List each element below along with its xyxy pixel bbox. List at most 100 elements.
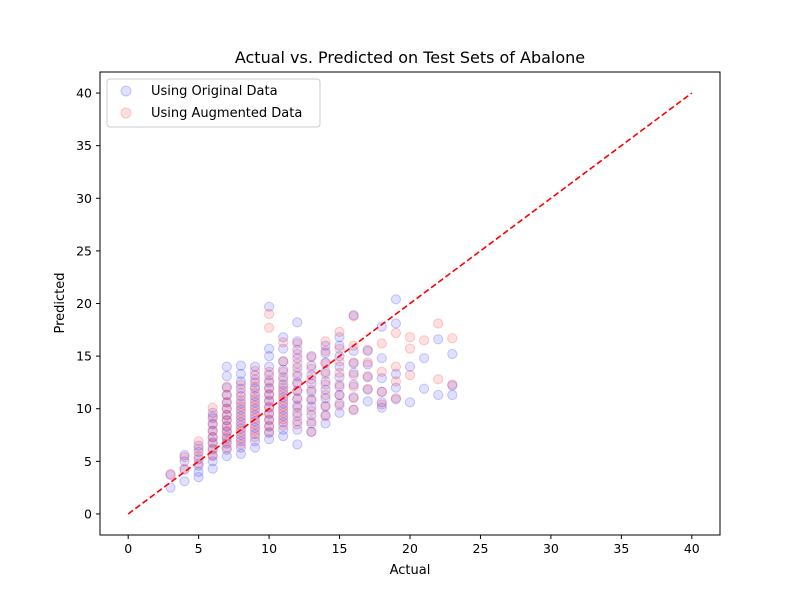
data-point [334, 379, 345, 390]
data-point [207, 425, 218, 436]
data-point [264, 388, 275, 400]
data-point [207, 411, 218, 422]
data-point [292, 336, 303, 347]
data-point [193, 458, 204, 469]
data-point [278, 356, 289, 367]
data-point [165, 469, 176, 481]
data-point [334, 361, 345, 372]
data-point [249, 425, 261, 436]
data-point [433, 318, 444, 329]
data-point [433, 374, 444, 385]
data-point [207, 438, 218, 449]
data-point [207, 451, 218, 462]
data-point [235, 426, 246, 437]
data-point [292, 411, 303, 422]
data-point [278, 372, 289, 383]
data-point [264, 366, 275, 377]
data-point [362, 359, 373, 370]
data-point [235, 383, 246, 394]
data-point [221, 421, 232, 432]
data-point [292, 358, 303, 369]
data-point [221, 403, 232, 414]
data-point [278, 337, 289, 348]
data-point [249, 381, 261, 392]
data-point [334, 326, 345, 337]
data-point [278, 382, 289, 393]
data-point [278, 332, 289, 343]
y-tick-label: 20 [76, 296, 92, 311]
data-point [264, 308, 275, 320]
data-point [264, 427, 275, 438]
reference-line-layer [127, 92, 693, 515]
data-point [264, 421, 275, 432]
data-point [320, 376, 331, 387]
data-point [447, 380, 458, 391]
x-tick-label: 15 [332, 541, 348, 556]
data-point [306, 384, 317, 395]
data-point [249, 374, 261, 385]
data-point [207, 407, 218, 418]
data-point [249, 383, 261, 394]
data-point [278, 356, 289, 367]
data-point [362, 357, 373, 368]
data-point [292, 362, 303, 373]
data-point [235, 436, 246, 447]
y-axis-ticks: 0 5 10 15 20 25 30 35 40 [76, 86, 100, 521]
data-point [320, 401, 331, 412]
legend-marker-augmented [120, 107, 132, 119]
data-point [447, 333, 458, 344]
data-point [292, 400, 303, 411]
data-point [235, 391, 246, 402]
series-augmented [165, 308, 458, 480]
data-point [278, 417, 289, 428]
data-point [249, 432, 261, 443]
data-point [179, 449, 190, 461]
data-point [221, 381, 232, 392]
data-point [390, 368, 401, 380]
legend: Using Original Data Using Augmented Data [106, 78, 321, 128]
data-point [278, 401, 289, 412]
data-point [179, 456, 190, 467]
data-point [376, 399, 387, 410]
data-point [235, 439, 246, 450]
data-point [348, 379, 359, 390]
data-point [348, 404, 359, 415]
data-point [306, 360, 317, 371]
data-point [306, 426, 317, 437]
data-point [235, 368, 246, 380]
data-point [207, 402, 218, 413]
data-point [362, 371, 373, 382]
data-point [292, 407, 303, 418]
data-point [179, 464, 190, 475]
x-tick-label: 35 [613, 541, 629, 556]
data-point [249, 406, 261, 417]
data-point [235, 398, 246, 409]
data-point [320, 379, 331, 390]
data-point [376, 373, 387, 384]
data-point [264, 395, 275, 406]
data-point [264, 351, 275, 362]
data-point [235, 360, 246, 371]
data-point [447, 348, 458, 360]
data-point [207, 432, 218, 443]
data-point [221, 420, 232, 431]
data-point [278, 414, 289, 425]
data-point [278, 343, 289, 354]
data-point [193, 472, 204, 483]
data-point [306, 363, 317, 374]
data-point [264, 377, 275, 388]
data-point [390, 327, 401, 339]
data-point [376, 321, 387, 332]
data-point [193, 454, 204, 465]
data-point [419, 335, 430, 346]
data-point [292, 402, 303, 413]
data-point [264, 343, 275, 354]
data-point [193, 466, 204, 477]
data-point [278, 379, 289, 390]
x-tick-label: 25 [473, 541, 489, 556]
data-point [348, 404, 359, 415]
data-point [179, 452, 190, 463]
data-point [221, 415, 232, 426]
data-point [221, 361, 232, 372]
